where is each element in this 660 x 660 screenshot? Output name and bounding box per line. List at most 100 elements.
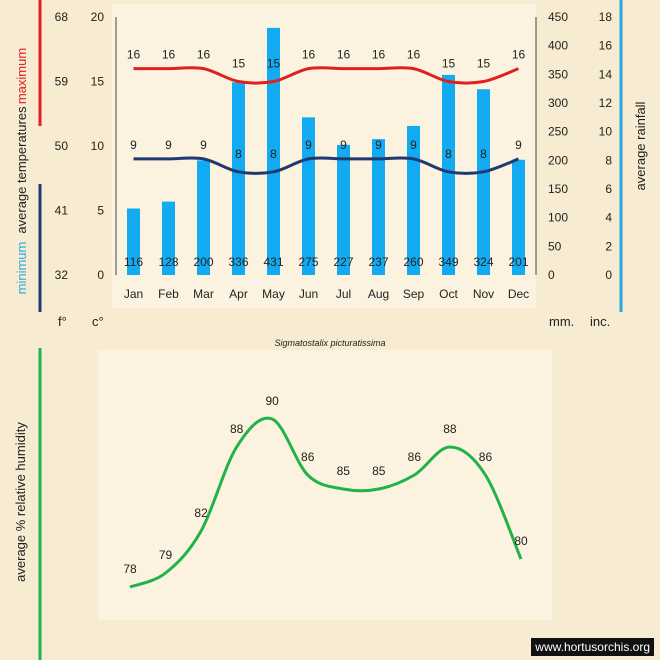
month-label: Jul (336, 287, 351, 301)
max-temp-label: 16 (127, 48, 141, 62)
rainfall-bar (127, 208, 140, 275)
max-temp-label: 15 (232, 57, 246, 71)
f-tick-label: 59 (55, 75, 69, 89)
humidity-value-label: 86 (408, 450, 422, 464)
min-temp-label: 8 (270, 147, 277, 161)
c-tick-label: 10 (91, 139, 105, 153)
rainfall-bar (337, 144, 350, 275)
humidity-value-label: 80 (514, 534, 528, 548)
month-label: Jun (299, 287, 318, 301)
rainfall-bar (162, 201, 175, 275)
rainfall-value-label: 227 (333, 255, 353, 269)
temperature-plot-panel (112, 4, 536, 308)
unit-mm: mm. (549, 314, 574, 329)
rainfall-bar (512, 159, 525, 275)
humidity-value-label: 86 (479, 450, 493, 464)
inch-tick-label: 8 (605, 153, 612, 167)
max-title: maximum (14, 48, 29, 104)
month-label: Nov (473, 287, 494, 301)
rainfall-bars: 116 128 200 336 431 275 227 237 260 349 324 201 (124, 27, 529, 276)
c-tick-label: 5 (97, 204, 104, 218)
max-temp-label: 16 (407, 48, 421, 62)
min-temp-label: 9 (165, 138, 172, 152)
month-label: Jan (124, 287, 143, 301)
rainfall-value-label: 275 (298, 255, 318, 269)
month-label: Aug (368, 287, 389, 301)
rainfall-bar (197, 160, 210, 275)
max-temp-line (133, 66, 520, 85)
humidity-line (129, 416, 523, 589)
inch-tick-label: 12 (599, 96, 613, 110)
humidity-value-label: 82 (194, 506, 208, 520)
rainfall-bar (442, 74, 455, 275)
rainfall-value-label: 260 (403, 255, 423, 269)
mm-tick-label: 400 (548, 39, 568, 53)
inch-tick-label: 0 (605, 268, 612, 282)
min-temp-label: 9 (515, 138, 522, 152)
humidity-chart: 78 79 82 88 90 86 85 85 86 88 86 80 (123, 394, 528, 589)
min-temp-label: 9 (340, 138, 347, 152)
humidity-value-label: 79 (159, 548, 173, 562)
rainfall-bar (372, 139, 385, 275)
rainfall-value-label: 201 (508, 255, 528, 269)
mm-tick-label: 0 (548, 268, 555, 282)
humidity-value-label: 86 (301, 450, 315, 464)
inch-tick-label: 2 (605, 239, 612, 253)
rainfall-value-label: 336 (228, 255, 248, 269)
humidity-value-label: 88 (230, 422, 244, 436)
c-tick-label: 20 (91, 10, 105, 24)
rainfall-value-label: 237 (368, 255, 388, 269)
min-temp-label: 9 (375, 138, 382, 152)
min-temp-label: 8 (445, 147, 452, 161)
f-tick-label: 68 (55, 10, 69, 24)
unit-c: c° (92, 314, 104, 329)
humidity-title: average % relative humidity (13, 422, 28, 582)
month-label: Sep (403, 287, 425, 301)
rainfall-value-label: 116 (124, 255, 143, 269)
species-name: Sigmatostalix picturatissima (274, 338, 385, 348)
rainfall-value-label: 431 (263, 255, 283, 269)
rainfall-value-label: 324 (473, 255, 493, 269)
temperature-axes: 6859504132201510504504003503002502001501… (55, 10, 613, 301)
humidity-value-label: 85 (337, 464, 351, 478)
watermark: www.hortusorchis.org (531, 638, 654, 656)
temperatures-title: average temperatures (14, 106, 29, 234)
rain-title: average rainfall (633, 101, 648, 190)
mm-tick-label: 300 (548, 96, 568, 110)
mm-tick-label: 50 (548, 239, 562, 253)
min-temp-label: 8 (235, 147, 242, 161)
max-temp-label: 15 (267, 57, 281, 71)
mm-tick-label: 150 (548, 182, 568, 196)
mm-tick-label: 350 (548, 67, 568, 81)
rainfall-bar (477, 89, 490, 276)
min-temp-label: 9 (410, 138, 417, 152)
humidity-value-label: 88 (443, 422, 457, 436)
min-temp-label: 9 (200, 138, 207, 152)
rainfall-bar (407, 125, 420, 275)
inch-tick-label: 10 (599, 125, 613, 139)
min-temp-label: 8 (480, 147, 487, 161)
rainfall-value-label: 128 (158, 255, 178, 269)
rainfall-bar (232, 82, 245, 275)
inch-tick-label: 16 (599, 39, 613, 53)
rainfall-bar (267, 27, 280, 275)
unit-inc: inc. (590, 314, 610, 329)
mm-tick-label: 450 (548, 10, 568, 24)
month-label: Feb (158, 287, 179, 301)
max-temp-label: 16 (372, 48, 386, 62)
temperature-lines: 16 16 16 15 15 16 16 16 16 15 15 16 9 9 9 8 8 9 9 9 9 8 8 9 (127, 48, 526, 175)
max-temp-label: 15 (442, 57, 456, 71)
rainfall-value-label: 200 (193, 255, 213, 269)
month-label: May (262, 287, 285, 301)
max-temp-label: 16 (512, 48, 526, 62)
min-temp-label: 9 (305, 138, 312, 152)
f-tick-label: 50 (55, 139, 69, 153)
max-temp-label: 16 (197, 48, 211, 62)
max-temp-label: 16 (337, 48, 351, 62)
humidity-value-label: 85 (372, 464, 386, 478)
inch-tick-label: 6 (605, 182, 612, 196)
f-tick-label: 41 (55, 204, 69, 218)
inch-tick-label: 18 (599, 10, 613, 24)
rainfall-value-label: 349 (438, 255, 458, 269)
